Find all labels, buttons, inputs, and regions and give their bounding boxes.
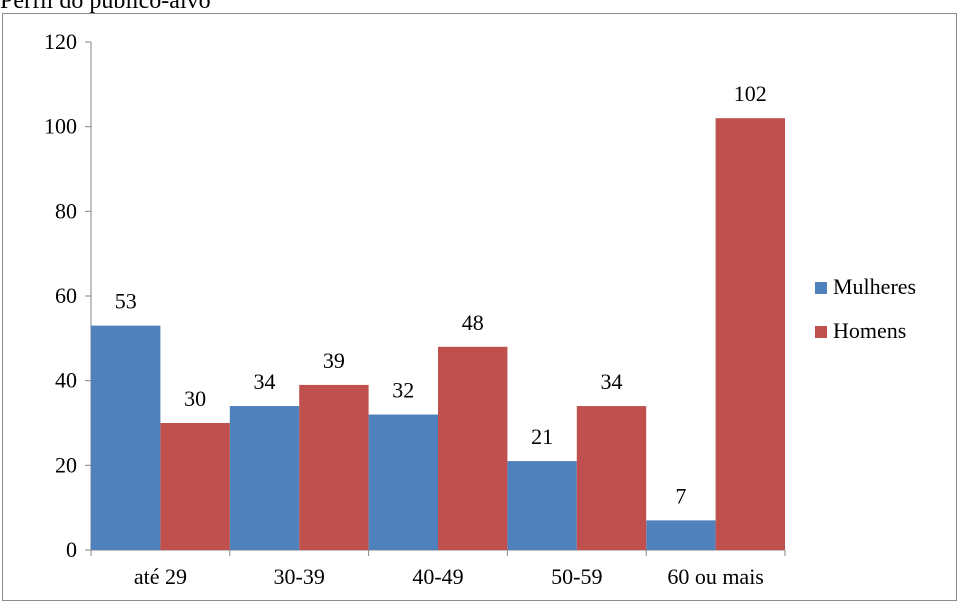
data-label: 53 — [115, 289, 137, 314]
y-tick-label: 20 — [55, 452, 77, 477]
legend: Mulheres Homens — [815, 274, 916, 343]
y-tick-label: 80 — [55, 198, 77, 223]
data-label: 48 — [462, 310, 484, 335]
chart-frame: 0 20 40 60 80 100 120 até 29 30-39 40-49 50-59 60 o… — [2, 13, 957, 601]
bar-homens — [715, 118, 785, 550]
data-label: 102 — [734, 81, 767, 106]
data-label: 34 — [254, 369, 276, 394]
legend-swatch — [815, 326, 827, 338]
bar-homens — [160, 423, 230, 550]
data-label: 21 — [531, 424, 553, 449]
bar-homens — [299, 384, 369, 550]
data-label: 7 — [675, 483, 686, 508]
y-tick-label: 100 — [44, 114, 77, 139]
chart-caption: Perfil do público-alvo — [0, 0, 211, 14]
x-tick-label: 50-59 — [551, 564, 602, 589]
bar-homens — [576, 406, 647, 550]
data-label: 34 — [601, 369, 623, 394]
bar-homens — [438, 346, 508, 550]
bar-chart: 0 20 40 60 80 100 120 até 29 30-39 40-49 50-59 60 o… — [44, 29, 916, 589]
x-tick-label: 40-49 — [412, 564, 463, 589]
legend-label: Homens — [833, 318, 906, 343]
x-tick-label: até 29 — [134, 564, 187, 589]
x-tick-label: 60 ou mais — [667, 564, 764, 589]
bar-mulheres — [507, 461, 577, 550]
x-tick-label: 30-39 — [274, 564, 325, 589]
y-tick-label: 40 — [55, 368, 77, 393]
bar-mulheres — [229, 406, 300, 550]
legend-swatch — [815, 282, 827, 294]
y-tick-label: 120 — [44, 29, 77, 54]
data-label: 32 — [392, 378, 414, 403]
bars — [91, 118, 785, 550]
legend-label: Mulheres — [833, 274, 916, 299]
y-tick-label: 0 — [66, 537, 77, 562]
data-label: 39 — [323, 348, 345, 373]
axes: 0 20 40 60 80 100 120 até 29 30-39 40-49 50-59 60 o… — [44, 29, 786, 589]
y-tick-label: 60 — [55, 283, 77, 308]
bar-mulheres — [91, 325, 161, 550]
data-labels: 53 34 32 21 7 30 39 48 34 102 — [115, 81, 767, 508]
bar-mulheres — [368, 414, 438, 550]
data-label: 30 — [184, 386, 206, 411]
bar-mulheres — [646, 520, 716, 550]
